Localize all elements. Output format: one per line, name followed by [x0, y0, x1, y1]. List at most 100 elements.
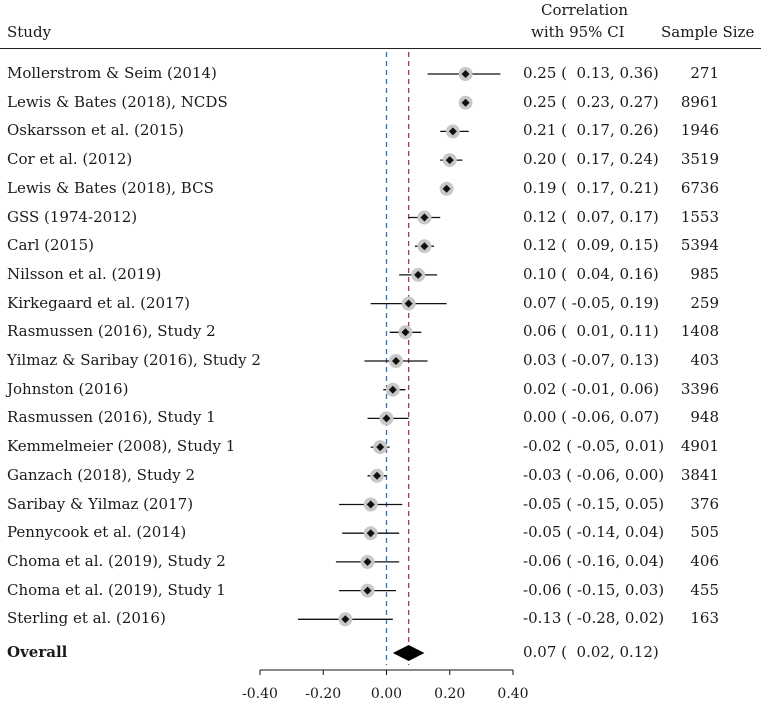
point-estimate	[391, 357, 400, 365]
ci-value: -0.06 ( -0.16, 0.04)	[523, 551, 665, 570]
ci-value: 0.12 ( 0.09, 0.15)	[523, 236, 659, 255]
table-row: Kirkegaard et al. (2017) 0.07 ( -0.05, 0.…	[0, 290, 761, 318]
point-estimate	[388, 385, 397, 394]
point-estimate	[366, 500, 375, 509]
ci-value: 0.03 ( -0.07, 0.13)	[523, 351, 660, 369]
sample-size: 4901	[680, 437, 719, 456]
sample-size: 3519	[680, 150, 719, 169]
table-row: Mollerstrom & Seim (2014) 0.25 ( 0.13, 0.…	[0, 60, 761, 88]
table-row: Choma et al. (2019), Study 2 -0.06 ( -0.1…	[0, 548, 761, 576]
table-row: Carl (2015) 0.12 ( 0.09, 0.15) 5394	[0, 232, 761, 260]
header-ci: with 95% CI	[531, 23, 625, 41]
x-tick-label: 0.40	[497, 686, 529, 702]
point-estimate	[461, 70, 470, 78]
study-label: Oskarsson et al. (2015)	[7, 121, 184, 140]
study-label: Nilsson et al. (2019)	[7, 264, 162, 283]
ci-value: -0.06 ( -0.15, 0.03)	[523, 580, 665, 599]
sample-size: 6736	[680, 178, 719, 197]
ci-value: 0.19 ( 0.17, 0.21)	[523, 178, 659, 197]
point-estimate	[461, 98, 470, 107]
table-row: Rasmussen (2016), Study 1 0.00 ( -0.06, 0…	[0, 404, 761, 432]
header-sample-size: Sample Size	[661, 23, 755, 41]
table-row: Yilmaz & Saribay (2016), Study 2 0.03 ( -…	[0, 347, 761, 375]
header-correlation: Correlation	[541, 1, 628, 19]
ci-value: 0.25 ( 0.23, 0.27)	[523, 92, 659, 111]
point-estimate	[366, 529, 375, 538]
study-label: Johnston (2016)	[7, 379, 129, 398]
point-estimate	[382, 414, 391, 423]
point-estimate	[448, 127, 457, 136]
study-label: Carl (2015)	[7, 236, 95, 255]
study-label: Lewis & Bates (2018), NCDS	[7, 92, 228, 111]
point-estimate	[373, 471, 382, 480]
sample-size: 1946	[680, 121, 719, 140]
study-label: Lewis & Bates (2018), BCS	[7, 178, 214, 197]
overall-row: Overall 0.07 ( 0.02, 0.12)	[0, 639, 761, 667]
ci-value: 0.12 ( 0.07, 0.17)	[523, 207, 659, 226]
table-row: Kemmelmeier (2008), Study 1 -0.02 ( -0.05…	[0, 433, 761, 461]
study-label: Pennycook et al. (2014)	[7, 523, 187, 542]
ci-value: 0.07 ( -0.05, 0.19)	[523, 293, 660, 312]
ci-value: 0.25 ( 0.13, 0.36)	[523, 64, 659, 82]
ci-value: -0.13 ( -0.28, 0.02)	[523, 609, 665, 628]
sample-size: 948	[690, 408, 719, 427]
point-estimate	[363, 586, 372, 595]
point-estimate	[445, 156, 454, 165]
sample-size: 455	[690, 580, 719, 599]
table-row: Ganzach (2018), Study 2 -0.03 ( -0.06, 0.…	[0, 462, 761, 490]
point-estimate	[420, 213, 429, 222]
sample-size: 403	[690, 351, 719, 369]
header-rule	[0, 48, 761, 49]
ci-value: 0.00 ( -0.06, 0.07)	[523, 408, 660, 427]
table-row: Choma et al. (2019), Study 1 -0.06 ( -0.1…	[0, 577, 761, 605]
study-label: GSS (1974-2012)	[7, 207, 138, 226]
study-label: Cor et al. (2012)	[7, 150, 133, 169]
ci-value: -0.02 ( -0.05, 0.01)	[523, 437, 665, 456]
table-row: Nilsson et al. (2019) 0.10 ( 0.04, 0.16) 9…	[0, 261, 761, 289]
study-label: Yilmaz & Saribay (2016), Study 2	[7, 351, 261, 369]
study-label: Kirkegaard et al. (2017)	[7, 293, 190, 312]
sample-size: 8961	[680, 92, 719, 111]
table-row: Oskarsson et al. (2015) 0.21 ( 0.17, 0.26…	[0, 117, 761, 145]
sample-size: 505	[690, 523, 719, 542]
overall-ci-value: 0.07 ( 0.02, 0.12)	[523, 643, 659, 661]
ci-value: 0.10 ( 0.04, 0.16)	[523, 264, 659, 283]
ci-value: 0.20 ( 0.17, 0.24)	[523, 150, 659, 169]
sample-size: 406	[690, 551, 719, 570]
ci-value: -0.03 ( -0.06, 0.00)	[523, 465, 665, 484]
study-label: Rasmussen (2016), Study 2	[7, 322, 216, 341]
sample-size: 163	[690, 609, 719, 628]
sample-size: 5394	[680, 236, 719, 255]
sample-size: 376	[690, 494, 719, 513]
study-label: Ganzach (2018), Study 2	[7, 465, 196, 484]
study-label: Rasmussen (2016), Study 1	[7, 408, 216, 427]
point-estimate	[401, 328, 410, 337]
table-row: Saribay & Yilmaz (2017) -0.05 ( -0.15, 0.…	[0, 491, 761, 519]
table-row: Lewis & Bates (2018), BCS 0.19 ( 0.17, 0.…	[0, 175, 761, 203]
ci-value: -0.05 ( -0.15, 0.05)	[523, 494, 665, 513]
point-estimate	[442, 184, 451, 193]
point-estimate	[363, 557, 372, 566]
header-study: Study	[7, 23, 52, 41]
sample-size: 271	[690, 64, 719, 82]
study-label: Mollerstrom & Seim (2014)	[7, 64, 217, 82]
point-estimate	[341, 615, 350, 624]
sample-size: 259	[690, 293, 719, 312]
study-label: Kemmelmeier (2008), Study 1	[7, 437, 236, 456]
point-estimate	[414, 270, 423, 279]
ci-value: -0.05 ( -0.14, 0.04)	[523, 523, 665, 542]
sample-size: 1553	[680, 207, 719, 226]
study-label: Saribay & Yilmaz (2017)	[7, 494, 194, 513]
point-estimate	[420, 242, 429, 251]
sample-size: 3841	[680, 465, 719, 484]
sample-size: 3396	[680, 379, 719, 398]
sample-size: 1408	[680, 322, 719, 341]
study-label: Choma et al. (2019), Study 1	[7, 580, 226, 599]
study-label: Sterling et al. (2016)	[7, 609, 166, 628]
point-estimate	[376, 443, 385, 452]
overall-label: Overall	[7, 643, 68, 661]
table-row: Lewis & Bates (2018), NCDS 0.25 ( 0.23, 0…	[0, 89, 761, 117]
table-row: Rasmussen (2016), Study 2 0.06 ( 0.01, 0.…	[0, 318, 761, 346]
sample-size: 985	[690, 264, 719, 283]
